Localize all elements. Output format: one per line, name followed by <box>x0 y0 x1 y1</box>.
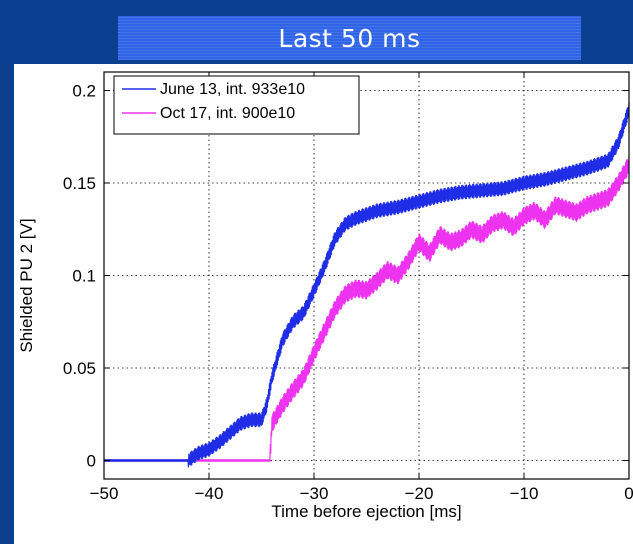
line-chart: −50 −40 −30 −20 −10 0 0 0.05 0.1 0.15 0.2 Time bef… <box>17 71 633 521</box>
legend-entry-june-13: June 13, int. 933e10 <box>160 81 305 98</box>
x-tick-label: −40 <box>195 484 224 503</box>
series-line <box>103 102 630 468</box>
y-tick-label: 0.1 <box>72 267 96 286</box>
legend-entry-oct-17: Oct 17, int. 900e10 <box>160 105 295 122</box>
y-axis-label: Shielded PU 2 [V] <box>17 218 36 352</box>
y-tick-label: 0 <box>87 452 96 471</box>
x-axis-label: Time before ejection [ms] <box>271 502 461 521</box>
series-oct-17 <box>103 156 630 462</box>
x-tick-label: −50 <box>90 484 119 503</box>
slide-title-banner: Last 50 ms <box>118 16 581 60</box>
x-tick-label: −10 <box>510 484 539 503</box>
series-line <box>103 156 630 462</box>
x-tick-label: 0 <box>624 484 633 503</box>
x-tick-label: −20 <box>405 484 434 503</box>
y-tick-label: 0.2 <box>72 82 96 101</box>
legend-box <box>113 75 360 135</box>
chart-legend: June 13, int. 933e10 Oct 17, int. 900e10 <box>113 75 360 135</box>
slide-title: Last 50 ms <box>278 23 421 53</box>
y-tick-label: 0.05 <box>63 359 96 378</box>
series-layer <box>103 102 630 468</box>
series-june-13 <box>103 102 630 468</box>
x-tick-label: −30 <box>300 484 329 503</box>
axis-ticks: −50 −40 −30 −20 −10 0 0 0.05 0.1 0.15 0.2 <box>63 72 633 503</box>
y-tick-label: 0.15 <box>63 174 96 193</box>
chart-panel: −50 −40 −30 −20 −10 0 0 0.05 0.1 0.15 0.2 Time bef… <box>14 64 633 544</box>
